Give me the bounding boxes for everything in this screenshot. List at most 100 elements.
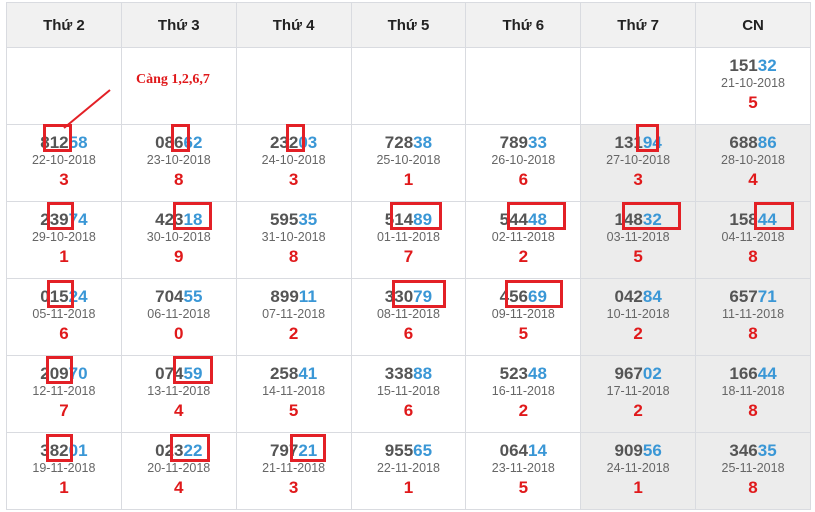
highlight-box (171, 124, 190, 152)
highlight-box (636, 124, 659, 152)
result-number: 06414 (466, 441, 580, 460)
number-head: 338 (384, 364, 414, 383)
day-cell: 34635 25-11-2018 8 (695, 432, 811, 510)
day-cell: 33079 08-11-2018 6 (350, 278, 467, 356)
day-cell: 65771 11-11-2018 8 (695, 278, 811, 356)
draw-date: 25-11-2018 (721, 461, 785, 475)
result-digit: 8 (174, 170, 184, 189)
day-cell: 79721 21-11-2018 3 (235, 432, 352, 510)
result-digit: 8 (748, 478, 758, 497)
draw-date: 25-10-2018 (376, 153, 441, 167)
draw-date: 23-11-2018 (491, 461, 555, 475)
result-number: 96702 (581, 364, 695, 383)
highlight-box (173, 356, 213, 384)
result-number: 52348 (466, 364, 580, 383)
number-tail: 21 (298, 441, 318, 460)
number-head: 523 (499, 364, 529, 383)
day-cell (6, 47, 122, 125)
number-head: 166 (729, 364, 758, 383)
result-digit: 5 (748, 93, 758, 112)
day-cell: 90956 24-11-2018 1 (580, 432, 697, 510)
number-tail: 44 (757, 364, 777, 383)
number-tail: 18 (183, 210, 203, 229)
header-sun: CN (695, 2, 811, 48)
result-number: 07459 (122, 364, 236, 383)
number-tail: 35 (757, 441, 777, 460)
result-number: 70455 (122, 287, 236, 306)
result-digit: 6 (403, 324, 414, 343)
draw-date: 31-10-2018 (261, 230, 326, 244)
result-number: 02322 (122, 441, 236, 460)
result-number: 72838 (352, 133, 466, 152)
day-cell: 25841 14-11-2018 5 (235, 355, 352, 433)
number-head: 657 (729, 287, 758, 306)
week-row: 20970 12-11-2018 7 07459 13-11-2018 4 25841 14-… (6, 355, 811, 433)
day-cell: 96702 17-11-2018 2 (580, 355, 697, 433)
number-tail: 38 (413, 133, 433, 152)
number-tail: 89 (413, 210, 433, 229)
week-row: 38201 19-11-2018 1 02322 20-11-2018 4 79721 21-… (6, 432, 811, 510)
draw-date: 03-11-2018 (606, 230, 670, 244)
draw-date: 28-10-2018 (721, 153, 785, 167)
result-digit: 8 (288, 247, 299, 266)
result-digit: 8 (748, 324, 758, 343)
result-number: 90956 (581, 441, 695, 460)
draw-date: 09-11-2018 (491, 307, 555, 321)
highlight-box (622, 202, 681, 230)
number-head: 158 (729, 210, 758, 229)
day-cell: 54448 02-11-2018 2 (465, 201, 582, 279)
draw-date: 06-11-2018 (147, 307, 211, 321)
number-tail: 59 (183, 364, 203, 383)
number-tail: 32 (642, 210, 662, 229)
draw-date: 22-11-2018 (376, 461, 440, 475)
draw-date: 29-10-2018 (31, 230, 96, 244)
draw-date: 15-11-2018 (376, 384, 440, 398)
number-tail: 41 (298, 364, 318, 383)
result-digit: 5 (633, 247, 643, 266)
highlight-box (46, 434, 73, 462)
header-sat: Thứ 7 (580, 2, 697, 48)
result-digit: 6 (403, 401, 414, 420)
day-cell: 59535 31-10-2018 8 (235, 201, 352, 279)
number-head: 346 (729, 441, 758, 460)
result-number: 42318 (122, 210, 236, 229)
result-number: 14832 (581, 210, 695, 229)
draw-date: 02-11-2018 (491, 230, 555, 244)
result-digit: 2 (518, 401, 529, 420)
result-number: 59535 (237, 210, 351, 229)
number-head: 258 (269, 364, 299, 383)
result-number: 81258 (7, 133, 121, 152)
draw-date: 19-11-2018 (32, 461, 96, 475)
number-head: 042 (614, 287, 643, 306)
day-cell: 68886 28-10-2018 4 (695, 124, 811, 202)
draw-date: 13-11-2018 (147, 384, 211, 398)
draw-date: 14-11-2018 (262, 384, 326, 398)
draw-date: 21-10-2018 (721, 76, 785, 90)
draw-date: 24-10-2018 (261, 153, 326, 167)
draw-date: 20-11-2018 (147, 461, 211, 475)
day-cell: 15132 21-10-2018 5 (695, 47, 811, 125)
result-number: 16644 (696, 364, 810, 383)
highlight-box (754, 202, 794, 230)
result-number: 34635 (696, 441, 810, 460)
highlight-box (47, 280, 74, 308)
result-digit: 3 (288, 478, 299, 497)
number-tail: 22 (183, 441, 203, 460)
number-tail: 48 (528, 364, 547, 383)
highlight-box (505, 280, 563, 308)
result-number: 89911 (237, 287, 351, 306)
result-digit: 8 (748, 401, 758, 420)
draw-date: 30-10-2018 (146, 230, 211, 244)
number-head: 909 (614, 441, 643, 460)
day-cell (465, 47, 582, 125)
number-head: 704 (155, 287, 184, 306)
result-digit: 3 (288, 170, 299, 189)
highlight-box (173, 202, 212, 230)
day-cell: 95565 22-11-2018 1 (350, 432, 467, 510)
result-digit: 0 (174, 324, 184, 343)
highlight-box (290, 434, 326, 462)
day-cell: 42318 30-10-2018 9 (120, 201, 237, 279)
draw-date: 05-11-2018 (32, 307, 96, 321)
number-head: 789 (499, 133, 529, 152)
